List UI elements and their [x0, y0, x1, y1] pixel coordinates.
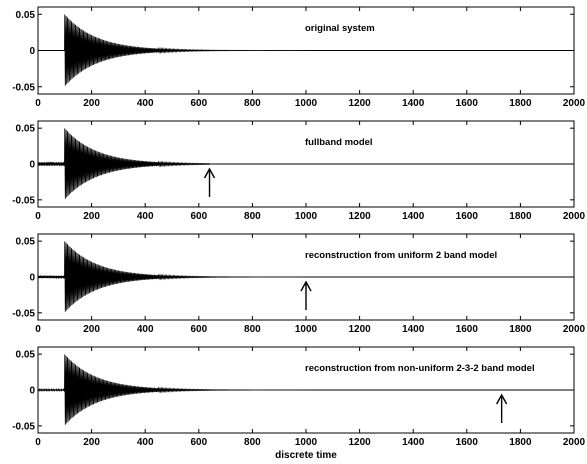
arrow-marker — [496, 393, 508, 423]
x-tick-label: 0 — [35, 211, 41, 222]
y-tick-label: -0.05 — [12, 195, 35, 206]
arrow-marker — [300, 280, 312, 310]
x-tick-label: 2000 — [563, 437, 586, 448]
x-tick-label: 1200 — [348, 98, 371, 109]
subplot-3: 0 200 400 600 800 1000 1200 1400 1600 1800 2000 -0.… — [12, 233, 586, 335]
series-line — [38, 354, 574, 425]
series-line — [38, 128, 574, 199]
y-tick-label: 0 — [29, 160, 35, 171]
x-tick-label: 800 — [244, 211, 261, 222]
x-tick-label: 1600 — [456, 98, 479, 109]
x-tick-label: 1400 — [402, 437, 425, 448]
x-tick-label: 800 — [244, 98, 261, 109]
x-tick-label: 400 — [137, 437, 154, 448]
y-tick-label: -0.05 — [12, 421, 35, 432]
x-tick-label: 1000 — [295, 324, 318, 335]
y-tick-label: 0.05 — [16, 237, 36, 248]
x-tick-label: 1800 — [509, 98, 532, 109]
x-tick-label: 1000 — [295, 98, 318, 109]
y-tick-label: 0.05 — [16, 350, 36, 361]
series-line — [38, 241, 574, 312]
x-tick-label: 2000 — [563, 98, 586, 109]
x-tick-label: 400 — [137, 324, 154, 335]
y-tick-label: -0.05 — [12, 82, 35, 93]
x-tick-label: 1000 — [295, 211, 318, 222]
x-tick-label: 1200 — [348, 437, 371, 448]
y-tick-label: 0.05 — [16, 10, 36, 21]
subplot-1: 0 200 400 600 800 1000 1200 1400 1600 1800 2000 -0.… — [12, 6, 586, 109]
x-tick-label: 1800 — [509, 437, 532, 448]
x-tick-label: 600 — [190, 98, 207, 109]
annotation-label: fullband model — [305, 137, 373, 148]
x-tick-label: 0 — [35, 437, 41, 448]
x-tick-label: 0 — [35, 98, 41, 109]
x-tick-label: 800 — [244, 324, 261, 335]
annotation-label: reconstruction from uniform 2 band model — [305, 250, 497, 261]
x-tick-label: 1400 — [402, 98, 425, 109]
y-tick-label: 0 — [29, 46, 35, 57]
subplot-4: 0 200 400 600 800 1000 1200 1400 1600 1800 2000 -0.… — [12, 346, 586, 461]
x-tick-label: 200 — [83, 211, 100, 222]
x-tick-label: 1400 — [402, 211, 425, 222]
annotation-label: reconstruction from non-uniform 2-3-2 ba… — [305, 363, 535, 374]
x-tick-label: 600 — [190, 324, 207, 335]
annotation-label: original system — [305, 23, 375, 34]
x-tick-label: 800 — [244, 437, 261, 448]
x-tick-label: 600 — [190, 437, 207, 448]
x-tick-label: 1600 — [456, 437, 479, 448]
x-tick-label: 1600 — [456, 324, 479, 335]
x-tick-label: 400 — [137, 98, 154, 109]
x-tick-label: 1400 — [402, 324, 425, 335]
x-tick-label: 1000 — [295, 437, 318, 448]
y-tick-label: 0 — [29, 273, 35, 284]
arrow-marker — [203, 167, 216, 197]
x-tick-label: 200 — [83, 324, 100, 335]
x-tick-label: 200 — [83, 98, 100, 109]
subplot-2: 0 200 400 600 800 1000 1200 1400 1600 1800 2000 -0.… — [12, 120, 586, 222]
y-tick-label: 0.05 — [16, 124, 36, 135]
x-tick-label: 1800 — [509, 324, 532, 335]
x-tick-label: 200 — [83, 437, 100, 448]
x-axis-label: discrete time — [275, 450, 337, 461]
x-tick-label: 600 — [190, 211, 207, 222]
y-tick-label: -0.05 — [12, 308, 35, 319]
x-tick-label: 1800 — [509, 211, 532, 222]
x-tick-label: 1200 — [348, 211, 371, 222]
x-tick-label: 1200 — [348, 324, 371, 335]
x-tick-label: 2000 — [563, 211, 586, 222]
x-tick-label: 400 — [137, 211, 154, 222]
x-tick-label: 2000 — [563, 324, 586, 335]
x-tick-label: 1600 — [456, 211, 479, 222]
x-tick-label: 0 — [35, 324, 41, 335]
series-line — [38, 14, 574, 86]
y-tick-label: 0 — [29, 386, 35, 397]
